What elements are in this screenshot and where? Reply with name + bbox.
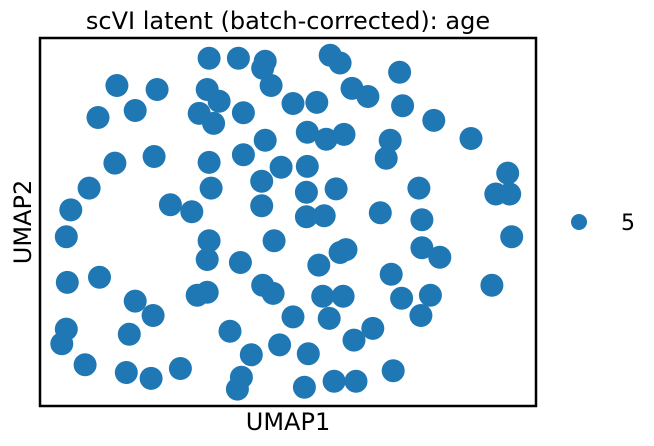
data-point (407, 176, 431, 200)
data-point (322, 369, 346, 393)
data-point (324, 177, 348, 201)
data-point (496, 161, 520, 185)
data-point (342, 328, 366, 352)
data-point (168, 357, 192, 380)
data-point (307, 253, 331, 277)
data-point (281, 305, 305, 329)
data-point (361, 316, 385, 340)
data-point (123, 289, 147, 313)
legend: 5 (571, 211, 635, 236)
data-point (388, 60, 412, 84)
data-point (296, 342, 320, 366)
data-point (239, 343, 263, 367)
data-point (195, 280, 219, 304)
data-point (117, 322, 141, 346)
data-point (311, 284, 335, 308)
data-point (225, 377, 249, 401)
data-point (409, 304, 433, 327)
data-point (88, 265, 111, 289)
data-point (328, 51, 352, 75)
data-point (331, 284, 355, 308)
data-point (77, 176, 101, 200)
data-point (50, 332, 74, 356)
data-point (480, 273, 504, 297)
data-point (498, 182, 522, 206)
data-point (259, 74, 283, 97)
data-point (294, 205, 318, 229)
data-point (114, 361, 138, 384)
data-point (197, 229, 221, 253)
data-point (368, 201, 392, 225)
data-point (199, 176, 223, 200)
data-point (334, 238, 358, 262)
data-point (250, 194, 274, 218)
data-point (158, 193, 182, 217)
data-point (314, 127, 338, 151)
data-point (202, 111, 226, 135)
data-points (50, 43, 524, 401)
data-point (268, 333, 292, 357)
data-point (295, 120, 319, 144)
data-point (231, 101, 255, 125)
data-point (332, 122, 356, 146)
data-point (500, 225, 524, 249)
data-point (428, 245, 452, 269)
data-point (142, 145, 166, 168)
data-point (281, 92, 305, 115)
data-point (253, 128, 277, 152)
data-point (228, 251, 252, 274)
data-point (54, 225, 78, 249)
data-point (218, 319, 242, 343)
data-point (390, 286, 414, 310)
data-point (378, 128, 402, 152)
data-point (381, 359, 405, 383)
data-point (379, 262, 403, 286)
x-axis-label: UMAP1 (246, 408, 330, 436)
data-point (294, 180, 318, 204)
data-point (374, 146, 398, 170)
data-point (391, 94, 415, 118)
data-point (73, 353, 97, 377)
data-point (356, 85, 380, 108)
data-point (312, 204, 336, 228)
data-point (207, 89, 231, 113)
data-point (422, 108, 446, 132)
data-point (103, 151, 127, 175)
data-point (459, 127, 483, 150)
data-point (226, 46, 250, 70)
legend-label: 5 (621, 211, 635, 236)
data-point (418, 283, 442, 307)
plot-frame (38, 36, 538, 408)
data-point (145, 78, 169, 101)
data-point (105, 74, 129, 97)
data-point (180, 200, 204, 224)
data-point (410, 236, 434, 260)
data-point (59, 198, 83, 222)
data-point (251, 56, 275, 80)
data-point (139, 366, 163, 390)
data-point (197, 150, 221, 174)
data-point (195, 248, 219, 271)
data-point (231, 143, 255, 167)
data-point (197, 46, 221, 70)
y-axis-label: UMAP2 (9, 180, 37, 264)
data-point (317, 306, 341, 330)
data-point (269, 155, 293, 179)
data-point (86, 106, 110, 129)
legend-marker (571, 214, 587, 230)
data-point (292, 375, 316, 399)
data-point (262, 229, 286, 253)
chart-title: scVI latent (batch-corrected): age (86, 7, 490, 35)
data-point (123, 99, 147, 122)
data-point (305, 90, 329, 114)
data-point (344, 369, 368, 393)
data-point (261, 281, 285, 305)
data-point (250, 169, 274, 193)
data-point (295, 154, 319, 178)
data-point (141, 304, 165, 327)
data-point (410, 208, 434, 232)
data-point (55, 270, 79, 294)
